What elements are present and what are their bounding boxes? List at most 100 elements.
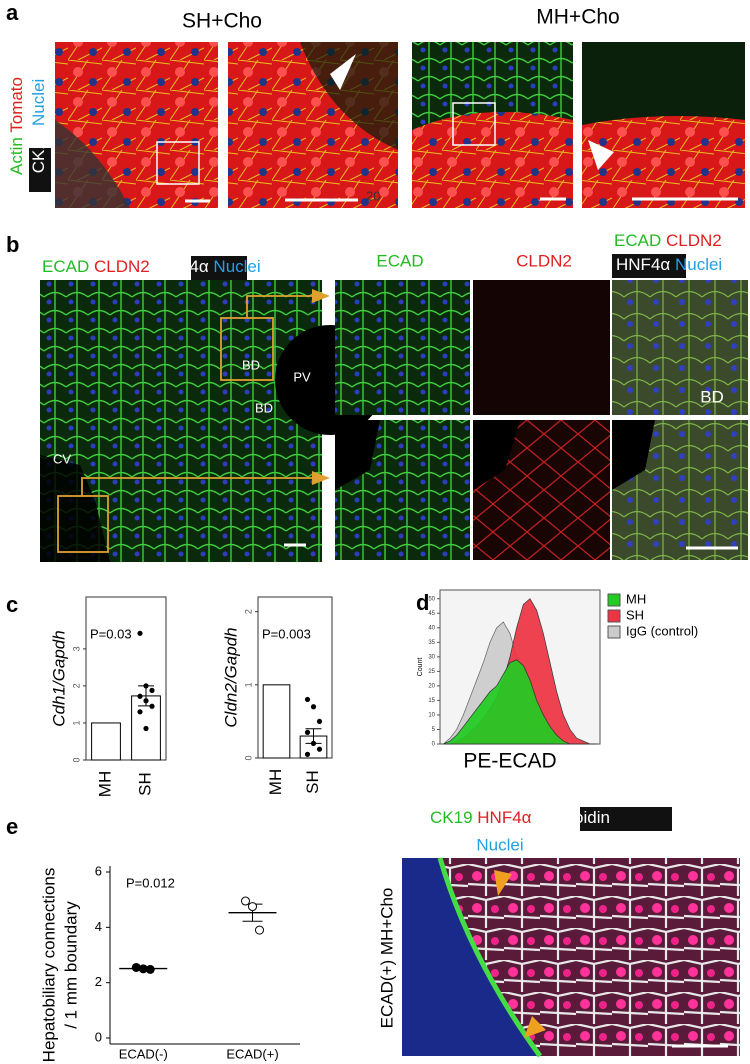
arrowhead bbox=[312, 471, 330, 485]
stain-label: CK19 Nuclei bbox=[29, 79, 48, 174]
stain-label-group: CK19 Nuclei bbox=[29, 79, 51, 192]
stain-name: HNF4α bbox=[616, 255, 670, 274]
panel-letter: d bbox=[416, 590, 429, 615]
column-title: CLDN2 bbox=[516, 251, 572, 270]
column-title: ECAD bbox=[376, 251, 423, 270]
arrowhead bbox=[312, 289, 330, 303]
label-box bbox=[191, 256, 247, 280]
x-tick-label: ECAD(-) bbox=[119, 1046, 168, 1061]
x-tick-label: SH bbox=[303, 770, 322, 794]
stain-name: Phalloidin bbox=[536, 808, 610, 827]
annotation: P=0.003 bbox=[262, 626, 311, 641]
data-point bbox=[310, 740, 317, 746]
y-tick-label: 1 bbox=[243, 682, 253, 687]
data-point bbox=[137, 709, 143, 715]
data-point bbox=[143, 698, 149, 704]
data-point bbox=[304, 729, 311, 735]
x-tick-label: ECAD(+) bbox=[226, 1046, 278, 1061]
data-point bbox=[248, 902, 257, 912]
y-tick-label: 2 bbox=[71, 683, 81, 688]
data-point bbox=[255, 925, 264, 935]
data-point bbox=[143, 683, 149, 689]
data-point bbox=[149, 703, 155, 709]
plot-frame bbox=[85, 596, 167, 761]
stain-name: Actin bbox=[7, 137, 26, 175]
data-point bbox=[137, 693, 143, 699]
histogram-area bbox=[443, 659, 597, 745]
region-label: BD bbox=[242, 357, 260, 372]
panel-title: SH+Cho bbox=[182, 10, 262, 33]
micrograph bbox=[473, 280, 610, 415]
y-tick-label: 1 bbox=[71, 720, 81, 725]
panel-title: MH+Cho bbox=[536, 6, 619, 29]
stain-label: Nuclei bbox=[476, 835, 523, 854]
panel-letter: a bbox=[6, 0, 19, 25]
y-axis-label: Cdh1/Gapdh bbox=[49, 630, 68, 726]
arrow bbox=[246, 295, 322, 318]
plot-frame bbox=[257, 596, 333, 759]
stain-name: ECAD bbox=[614, 231, 661, 250]
y-tick-label: 0 bbox=[243, 755, 253, 760]
data-point bbox=[149, 687, 155, 693]
panel-letter: e bbox=[6, 814, 18, 839]
legend-label: MH bbox=[626, 591, 646, 606]
micrograph-region bbox=[582, 42, 745, 125]
y-tick-label: 35 bbox=[428, 640, 435, 646]
legend-swatch bbox=[607, 609, 621, 623]
region-label: CV bbox=[53, 451, 71, 466]
legend-label: IgG (control) bbox=[626, 623, 698, 638]
arrowhead bbox=[330, 54, 356, 90]
legend-swatch bbox=[607, 593, 621, 607]
stain-name: ECAD bbox=[42, 257, 89, 276]
legend-label: SH bbox=[626, 607, 644, 622]
region-label: PV bbox=[293, 369, 311, 384]
y-axis-label: Hepatobiliary connections bbox=[39, 868, 58, 1063]
stain-name: Tomato bbox=[7, 77, 26, 133]
inset-box bbox=[452, 102, 496, 146]
y-tick-label: 50 bbox=[428, 596, 435, 602]
y-tick-label: 0 bbox=[95, 1029, 102, 1044]
scale-text: 20 bbox=[366, 188, 380, 203]
micrograph-region bbox=[300, 42, 398, 150]
annotation: P=0.012 bbox=[126, 875, 175, 890]
label-box bbox=[612, 254, 686, 278]
arrowhead bbox=[494, 870, 512, 896]
x-tick-label: MH bbox=[95, 771, 114, 797]
label-box bbox=[580, 807, 672, 831]
data-point bbox=[143, 725, 149, 732]
stain-name: HNF4α bbox=[477, 808, 531, 827]
stain-label: ECAD CLDN2 bbox=[614, 231, 722, 250]
y-tick-label: 20 bbox=[428, 683, 435, 689]
stain-name: Nuclei bbox=[675, 255, 722, 274]
stain-label-group: Actin Tomato bbox=[7, 77, 26, 175]
stain-label: CK19 HNF4α Phalloidin bbox=[430, 808, 610, 827]
y-tick-label: 6 bbox=[95, 863, 102, 878]
micrograph-region bbox=[412, 112, 573, 208]
stain-name: CLDN2 bbox=[94, 257, 150, 276]
y-tick-label: 40 bbox=[428, 625, 435, 631]
x-tick-label: MH bbox=[266, 769, 285, 795]
y-tick-label: 5 bbox=[432, 727, 436, 733]
stain-label: Actin Tomato bbox=[7, 77, 26, 175]
region-label: BD bbox=[700, 387, 724, 406]
y-tick-label: 0 bbox=[432, 742, 436, 748]
y-tick-label: 25 bbox=[428, 669, 435, 675]
data-point bbox=[316, 718, 323, 725]
y-tick-label: 2 bbox=[243, 609, 253, 614]
data-point bbox=[304, 696, 311, 703]
label-box bbox=[29, 148, 51, 192]
stain-name: CK19 bbox=[29, 131, 48, 174]
stain-label: ECAD CLDN2 HNF4α Nuclei bbox=[42, 257, 261, 276]
stain-name: Nuclei bbox=[29, 79, 48, 126]
inset-box bbox=[156, 141, 200, 185]
micrograph bbox=[612, 280, 748, 415]
y-tick-label: 30 bbox=[428, 654, 435, 660]
legend-swatch bbox=[607, 625, 621, 639]
bar bbox=[91, 722, 121, 761]
stain-name: HNF4α bbox=[154, 257, 208, 276]
data-point bbox=[145, 964, 155, 974]
data-point bbox=[304, 751, 311, 757]
stain-name: Nuclei bbox=[213, 257, 260, 276]
y-axis-label: Cldn2/Gapdh bbox=[221, 627, 240, 727]
